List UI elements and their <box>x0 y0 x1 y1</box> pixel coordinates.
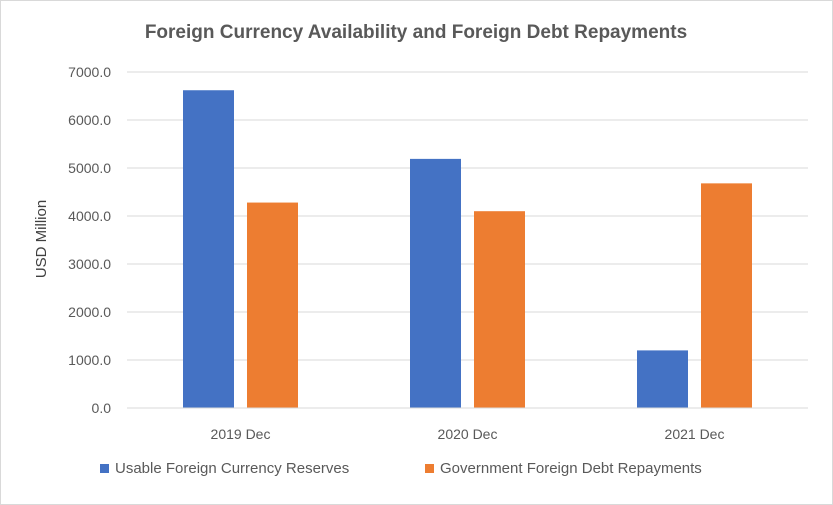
legend-swatch <box>100 464 109 473</box>
bar-debt-repayments-2 <box>474 211 525 408</box>
y-axis-label: USD Million <box>33 200 50 278</box>
legend-swatch <box>425 464 434 473</box>
legend-label: Government Foreign Debt Repayments <box>440 460 702 477</box>
bar-debt-repayments-1 <box>247 202 298 408</box>
x-tick-label: 2021 Dec <box>665 426 725 442</box>
legend-label: Usable Foreign Currency Reserves <box>115 460 349 477</box>
legend: Usable Foreign Currency Reserves Governme… <box>100 460 702 477</box>
y-tick-label: 4000.0 <box>68 208 111 224</box>
y-tick-label: 3000.0 <box>68 256 111 272</box>
y-tick-label: 2000.0 <box>68 304 111 320</box>
y-tick-label: 5000.0 <box>68 160 111 176</box>
chart-title: Foreign Currency Availability and Foreig… <box>145 22 687 43</box>
y-tick-label: 1000.0 <box>68 352 111 368</box>
bar-debt-repayments-3 <box>701 183 752 408</box>
x-tick-label: 2019 Dec <box>211 426 271 442</box>
bar-reserves-2 <box>410 158 461 408</box>
bar-reserves-3 <box>637 350 688 408</box>
x-tick-label: 2020 Dec <box>438 426 498 442</box>
y-tick-label: 7000.0 <box>68 64 111 80</box>
y-tick-label: 6000.0 <box>68 112 111 128</box>
gridlines <box>127 71 808 361</box>
bar-reserves-1 <box>183 90 234 409</box>
y-tick-label: 0.0 <box>92 400 112 416</box>
x-tick-labels: 2019 Dec 2020 Dec 2021 Dec <box>211 426 725 442</box>
y-tick-labels: 0.0 1000.0 2000.0 3000.0 4000.0 5000.0 6000.0 7… <box>68 64 111 416</box>
bars <box>183 90 752 409</box>
